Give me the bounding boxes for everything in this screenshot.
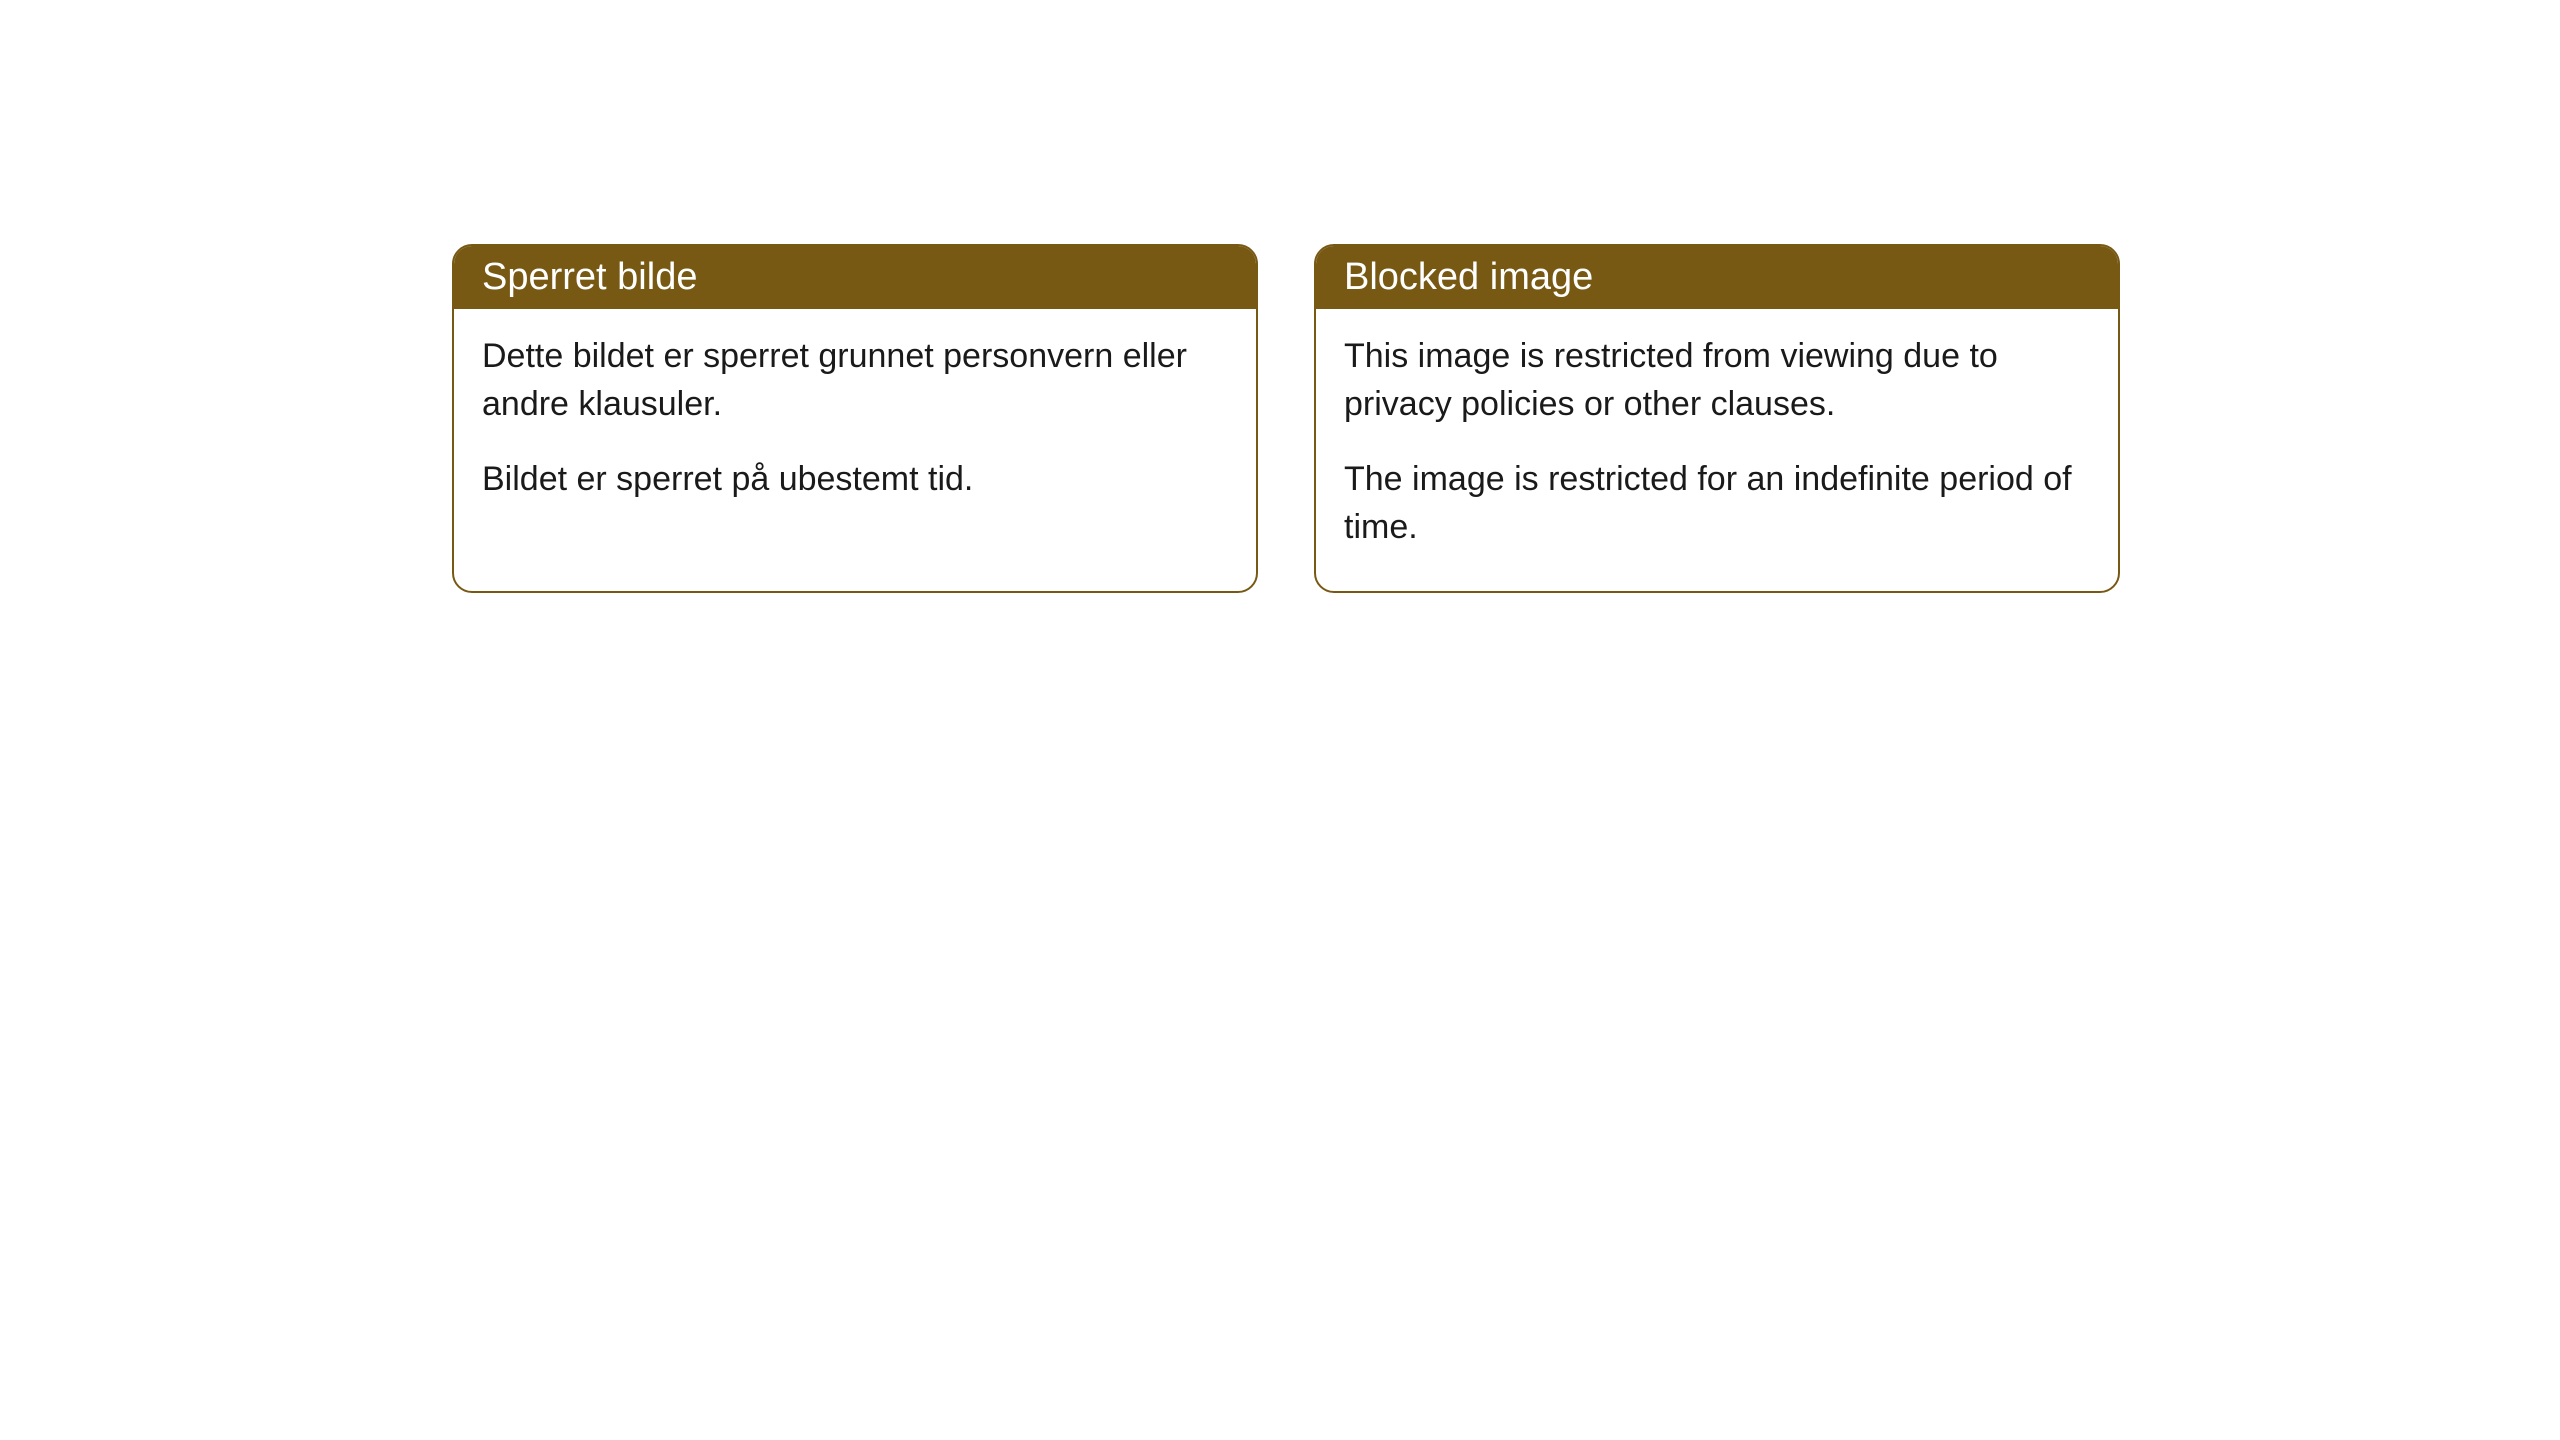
card-body: Dette bildet er sperret grunnet personve… [454,309,1256,544]
card-header: Sperret bilde [454,246,1256,309]
notice-card-english: Blocked image This image is restricted f… [1314,244,2120,593]
notice-paragraph-2: Bildet er sperret på ubestemt tid. [482,456,1228,504]
notice-paragraph-1: This image is restricted from viewing du… [1344,333,2090,428]
notice-card-norwegian: Sperret bilde Dette bildet er sperret gr… [452,244,1258,593]
card-body: This image is restricted from viewing du… [1316,309,2118,591]
notice-cards-container: Sperret bilde Dette bildet er sperret gr… [452,244,2120,593]
notice-paragraph-2: The image is restricted for an indefinit… [1344,456,2090,551]
notice-paragraph-1: Dette bildet er sperret grunnet personve… [482,333,1228,428]
card-header: Blocked image [1316,246,2118,309]
card-title: Blocked image [1344,256,1593,298]
card-title: Sperret bilde [482,256,697,298]
